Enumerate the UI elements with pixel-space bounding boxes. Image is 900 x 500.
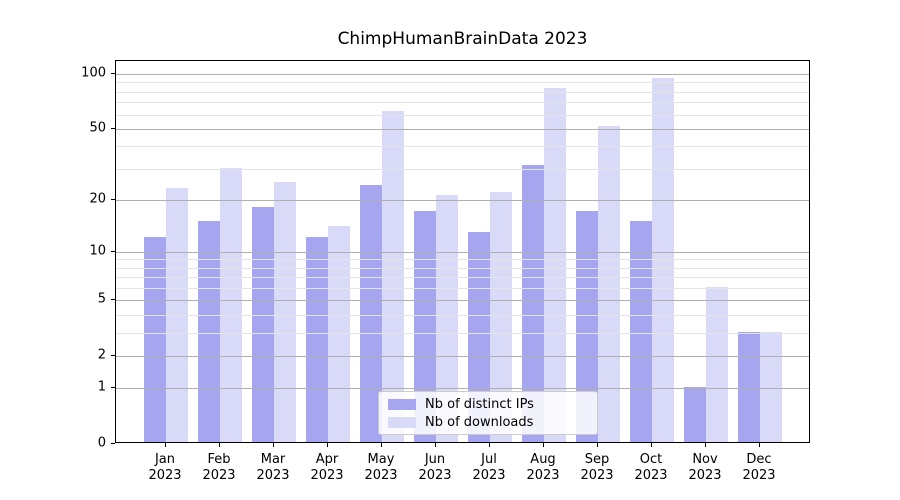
gridline-minor — [116, 288, 809, 290]
y-tick-mark — [111, 73, 115, 75]
bar-downloads-jul — [490, 191, 512, 442]
y-tick-label: 1 — [97, 379, 106, 395]
x-tick-mark — [327, 443, 328, 447]
x-tick-mark — [597, 443, 598, 447]
x-tick-mark — [543, 443, 544, 447]
x-tick-label-jul: Jul 2023 — [472, 452, 506, 483]
bar-downloads-sep — [598, 126, 620, 442]
y-tick-mark — [111, 127, 115, 129]
x-tick-label-feb: Feb 2023 — [202, 452, 236, 483]
x-tick-label-apr: Apr 2023 — [310, 452, 344, 483]
bar-downloads-may — [382, 110, 404, 442]
gridline-minor — [116, 82, 809, 84]
gridline-minor — [116, 114, 809, 116]
y-tick-label: 50 — [89, 120, 106, 136]
gridline-minor — [116, 277, 809, 279]
y-tick-mark — [111, 250, 115, 252]
gridline-minor — [116, 267, 809, 269]
x-tick-mark — [489, 443, 490, 447]
x-tick-mark — [651, 443, 652, 447]
legend-label-distinct-ips: Nb of distinct IPs — [425, 396, 534, 412]
gridline-major — [116, 74, 809, 76]
gridline-major — [116, 355, 809, 357]
bar-distinct-ips-feb — [198, 220, 220, 442]
x-tick-mark — [435, 443, 436, 447]
bar-downloads-mar — [274, 181, 296, 442]
bar-downloads-dec — [760, 331, 782, 442]
bar-distinct-ips-sep — [576, 211, 598, 442]
x-tick-label-sep: Sep 2023 — [580, 452, 614, 483]
gridline-major — [116, 300, 809, 302]
gridline-major — [116, 200, 809, 201]
bar-distinct-ips-oct — [630, 220, 652, 442]
gridline-minor — [116, 91, 809, 93]
grid-layer — [116, 61, 809, 442]
x-tick-label-mar: Mar 2023 — [256, 452, 290, 483]
x-tick-mark — [381, 443, 382, 447]
y-tick-label: 20 — [89, 191, 106, 207]
gridline-minor — [116, 315, 809, 317]
chart-title: ChimpHumanBrainData 2023 — [337, 29, 588, 49]
y-tick-label: 2 — [97, 347, 106, 363]
x-tick-label-dec: Dec 2023 — [742, 452, 776, 483]
bar-distinct-ips-dec — [738, 331, 760, 442]
y-tick-label: 0 — [97, 435, 106, 451]
legend-item-downloads: Nb of downloads — [388, 415, 597, 430]
gridline-major — [116, 251, 809, 253]
bar-distinct-ips-aug — [522, 165, 544, 442]
gridline-minor — [116, 259, 809, 261]
bar-distinct-ips-mar — [252, 207, 274, 442]
y-tick-mark — [111, 387, 115, 389]
gridline-major — [116, 388, 809, 390]
y-tick-mark — [111, 299, 115, 301]
legend-label-downloads: Nb of downloads — [425, 414, 534, 430]
y-tick-label: 100 — [81, 65, 106, 81]
x-tick-mark — [759, 443, 760, 447]
x-tick-label-jun: Jun 2023 — [418, 452, 452, 483]
gridline-minor — [116, 332, 809, 334]
bar-downloads-jun — [436, 195, 458, 442]
x-tick-label-jan: Jan 2023 — [148, 452, 182, 483]
bar-downloads-apr — [328, 225, 350, 442]
x-tick-label-nov: Nov 2023 — [688, 452, 722, 483]
legend-swatch-downloads-icon — [388, 416, 416, 428]
gridline-minor — [116, 102, 809, 104]
x-tick-mark — [705, 443, 706, 447]
x-tick-label-may: May 2023 — [364, 452, 398, 483]
bar-distinct-ips-may — [360, 185, 382, 442]
y-tick-label: 10 — [89, 243, 106, 259]
x-tick-label-aug: Aug 2023 — [526, 452, 560, 483]
bar-downloads-nov — [706, 287, 728, 442]
gridline-minor — [116, 146, 809, 148]
x-tick-mark — [273, 443, 274, 447]
bar-distinct-ips-nov — [684, 387, 706, 442]
bar-downloads-aug — [544, 87, 566, 442]
gridline-major — [116, 128, 809, 130]
bars-layer — [116, 61, 809, 442]
y-tick-mark — [111, 354, 115, 356]
bar-downloads-feb — [220, 167, 242, 442]
bar-distinct-ips-jun — [414, 211, 436, 442]
plot-area — [115, 60, 810, 443]
legend: Nb of distinct IPs Nb of downloads — [378, 391, 598, 435]
x-tick-label-oct: Oct 2023 — [634, 452, 668, 483]
y-tick-mark — [111, 443, 115, 444]
x-tick-mark — [219, 443, 220, 447]
legend-item-distinct-ips: Nb of distinct IPs — [388, 397, 597, 412]
x-tick-mark — [165, 443, 166, 447]
gridline-minor — [116, 168, 809, 170]
y-tick-label: 5 — [97, 291, 106, 307]
y-tick-mark — [111, 199, 115, 200]
legend-swatch-distinct-ips-icon — [388, 398, 416, 410]
